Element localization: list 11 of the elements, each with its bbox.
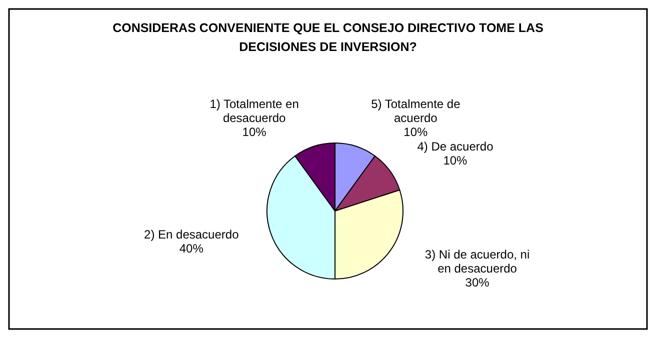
slice-label: 2) En desacuerdo (144, 227, 240, 242)
slice-label: 4) De acuerdo (417, 139, 494, 154)
chart-title: CONSIDERAS CONVENIENTE QUE EL CONSEJO DIRECTIVO TOME LAS DECISIONES DE INVERSION? (112, 21, 544, 54)
data-label: 30% (465, 276, 490, 290)
data-label: 10% (404, 124, 428, 139)
data-label: 40% (179, 241, 204, 256)
slice-label: 5) Totalmente de acuerdo (371, 96, 461, 125)
slice-label: 3) Ni de acuerdo, ni en desacuerdo (424, 248, 530, 276)
data-label: 10% (443, 153, 468, 168)
slice-label: 1) Totalmente en desacuerdo (210, 96, 299, 125)
data-label: 10% (242, 124, 267, 139)
